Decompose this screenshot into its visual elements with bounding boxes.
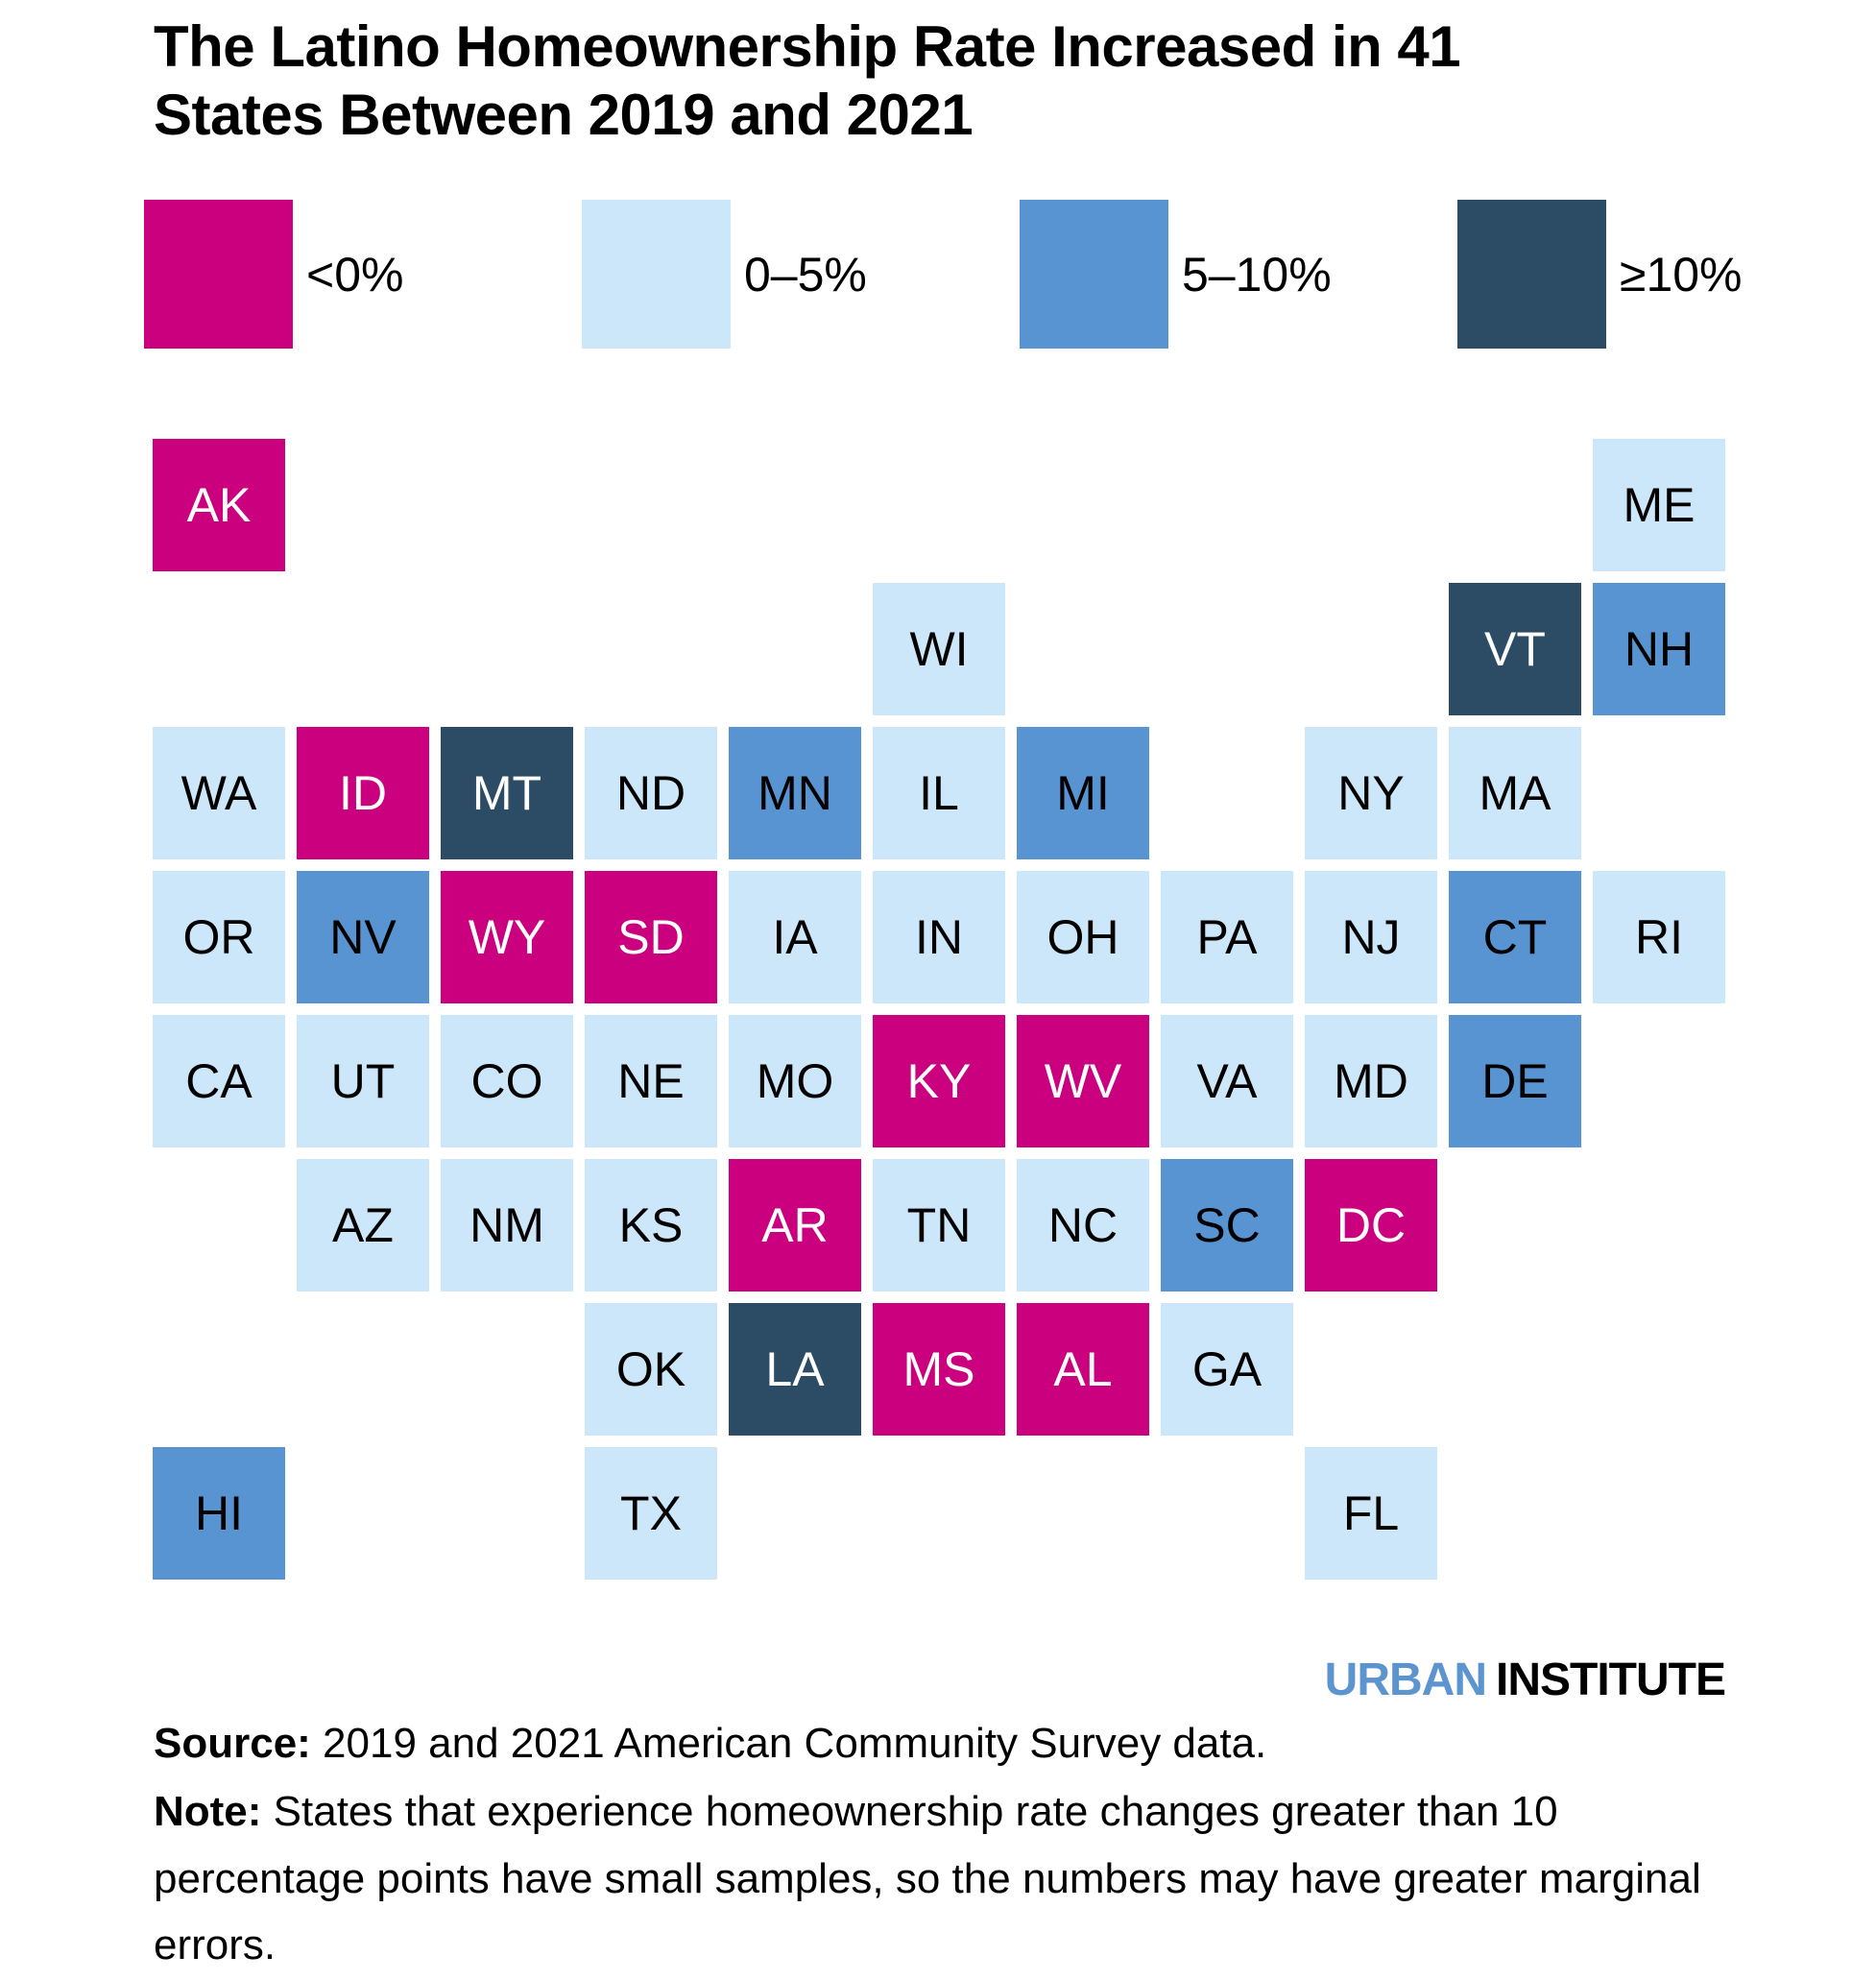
- state-tile-la: LA: [729, 1303, 861, 1436]
- state-tile-ms: MS: [873, 1303, 1005, 1436]
- legend-label-neg: <0%: [306, 247, 404, 302]
- tile-map: AK ME WI VT NH WA ID MT ND MN IL MI NY MA OR NV WY SD IA IN…: [153, 439, 1725, 1580]
- note-block: Note: States that experience homeownersh…: [154, 1778, 1719, 1979]
- state-tile-ny: NY: [1305, 727, 1437, 859]
- legend-item-neg: <0%: [144, 200, 582, 349]
- state-tile-nv: NV: [297, 871, 429, 1003]
- state-tile-nc: NC: [1017, 1159, 1149, 1292]
- state-tile-ca: CA: [153, 1015, 285, 1147]
- state-tile-ga: GA: [1161, 1303, 1293, 1436]
- state-tile-nd: ND: [585, 727, 717, 859]
- source-label: Source:: [154, 1720, 311, 1767]
- state-tile-or: OR: [153, 871, 285, 1003]
- state-tile-az: AZ: [297, 1159, 429, 1292]
- chart-title-line-2: States Between 2019 and 2021: [154, 82, 974, 147]
- legend: <0% 0–5% 5–10% ≥10%: [144, 200, 1876, 349]
- state-tile-oh: OH: [1017, 871, 1149, 1003]
- chart-title: The Latino Homeownership Rate Increased …: [154, 13, 1461, 150]
- source-line: Source: 2019 and 2021 American Community…: [154, 1711, 1728, 1776]
- state-tile-ma: MA: [1449, 727, 1581, 859]
- state-tile-de: DE: [1449, 1015, 1581, 1147]
- state-tile-ct: CT: [1449, 871, 1581, 1003]
- state-tile-tn: TN: [873, 1159, 1005, 1292]
- state-tile-mt: MT: [441, 727, 573, 859]
- state-tile-wv: WV: [1017, 1015, 1149, 1147]
- source-text: 2019 and 2021 American Community Survey …: [310, 1720, 1267, 1767]
- state-tile-ri: RI: [1593, 871, 1725, 1003]
- state-tile-mi: MI: [1017, 727, 1149, 859]
- state-tile-ia: IA: [729, 871, 861, 1003]
- state-tile-mo: MO: [729, 1015, 861, 1147]
- state-tile-ak: AK: [153, 439, 285, 571]
- legend-item-mid: 5–10%: [1020, 200, 1457, 349]
- urban-institute-wordmark: URBAN INSTITUTE: [1324, 1654, 1726, 1706]
- state-tile-vt: VT: [1449, 583, 1581, 715]
- state-tile-tx: TX: [585, 1447, 717, 1580]
- chart-title-line-1: The Latino Homeownership Rate Increased …: [154, 14, 1461, 79]
- legend-swatch-neg: [144, 200, 293, 349]
- state-tile-id: ID: [297, 727, 429, 859]
- legend-item-high: ≥10%: [1457, 200, 1876, 349]
- state-tile-me: ME: [1593, 439, 1725, 571]
- legend-swatch-high: [1457, 200, 1606, 349]
- state-tile-va: VA: [1161, 1015, 1293, 1147]
- state-tile-pa: PA: [1161, 871, 1293, 1003]
- state-tile-hi: HI: [153, 1447, 285, 1580]
- legend-swatch-low: [582, 200, 731, 349]
- state-tile-ne: NE: [585, 1015, 717, 1147]
- state-tile-ok: OK: [585, 1303, 717, 1436]
- state-tile-dc: DC: [1305, 1159, 1437, 1292]
- state-tile-ks: KS: [585, 1159, 717, 1292]
- state-tile-md: MD: [1305, 1015, 1437, 1147]
- state-tile-sc: SC: [1161, 1159, 1293, 1292]
- legend-item-low: 0–5%: [582, 200, 1020, 349]
- state-tile-wy: WY: [441, 871, 573, 1003]
- legend-label-high: ≥10%: [1620, 247, 1743, 302]
- legend-label-mid: 5–10%: [1182, 247, 1332, 302]
- state-tile-ut: UT: [297, 1015, 429, 1147]
- legend-swatch-mid: [1020, 200, 1168, 349]
- state-tile-co: CO: [441, 1015, 573, 1147]
- state-tile-sd: SD: [585, 871, 717, 1003]
- note-text: States that experience homeownership rat…: [154, 1788, 1701, 1969]
- state-tile-il: IL: [873, 727, 1005, 859]
- state-tile-ar: AR: [729, 1159, 861, 1292]
- wordmark-urban: URBAN: [1324, 1654, 1487, 1705]
- state-tile-wi: WI: [873, 583, 1005, 715]
- state-tile-wa: WA: [153, 727, 285, 859]
- note-label: Note:: [154, 1788, 262, 1835]
- wordmark-institute: INSTITUTE: [1496, 1654, 1726, 1705]
- state-tile-nj: NJ: [1305, 871, 1437, 1003]
- state-tile-fl: FL: [1305, 1447, 1437, 1580]
- state-tile-mn: MN: [729, 727, 861, 859]
- state-tile-al: AL: [1017, 1303, 1149, 1436]
- state-tile-nh: NH: [1593, 583, 1725, 715]
- state-tile-in: IN: [873, 871, 1005, 1003]
- state-tile-nm: NM: [441, 1159, 573, 1292]
- state-tile-ky: KY: [873, 1015, 1005, 1147]
- legend-label-low: 0–5%: [744, 247, 867, 302]
